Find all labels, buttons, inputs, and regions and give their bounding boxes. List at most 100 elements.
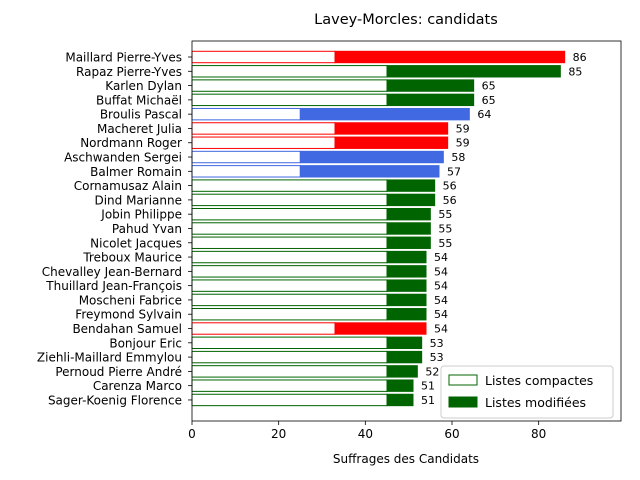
bar-compactes — [191, 236, 388, 249]
bar-modifiees — [386, 79, 475, 92]
bar-value-label: 55 — [438, 222, 452, 235]
bar-modifiees — [386, 250, 427, 264]
bar-value-label: 53 — [430, 351, 444, 364]
bar-value-label: 56 — [443, 180, 457, 193]
bar-modifiees — [386, 336, 423, 350]
y-tick-label: Chevalley Jean-Bernard — [42, 265, 182, 279]
x-tick-label: 0 — [188, 427, 196, 441]
y-tick-label: Thuillard Jean-François — [45, 279, 182, 293]
bar-value-label: 55 — [438, 208, 452, 221]
bar-value-label: 51 — [421, 380, 435, 393]
bar-compactes — [191, 365, 388, 378]
bar-value-label: 54 — [434, 308, 448, 321]
plot-area: 86 Maillard Pierre-Yves 85 Rapaz Pierre-Yve… — [37, 40, 622, 441]
bar-value-label: 59 — [456, 122, 470, 135]
bar-compactes — [191, 93, 388, 107]
y-tick-label: Macheret Julia — [97, 122, 182, 136]
bar-compactes — [191, 165, 301, 178]
x-axis-label: Suffrages des Candidats — [333, 452, 479, 466]
bar-modifiees — [386, 207, 431, 221]
bar-modifiees — [334, 122, 449, 135]
y-tick-label: Cornamusaz Alain — [74, 179, 182, 193]
bar-modifiees — [299, 107, 470, 121]
bar-value-label: 52 — [425, 365, 439, 378]
bar-modifiees — [386, 65, 561, 78]
y-tick-label: Buffat Michaël — [96, 93, 182, 107]
bar-compactes — [191, 250, 388, 264]
bar-compactes — [191, 179, 388, 192]
bar-value-label: 58 — [451, 151, 465, 164]
y-tick-label: Ziehli-Maillard Emmylou — [37, 351, 182, 365]
bar-value-label: 56 — [443, 194, 457, 207]
bar-value-label: 86 — [573, 51, 587, 64]
y-tick-label: Pernoud Pierre André — [55, 365, 182, 379]
x-tick-label: 80 — [531, 427, 546, 441]
legend-swatch-compactes — [448, 374, 478, 386]
bar-modifiees — [386, 179, 436, 192]
bar-modifiees — [386, 279, 427, 292]
bar-value-label: 54 — [434, 251, 448, 264]
bar-modifiees — [386, 308, 427, 321]
bar-modifiees — [334, 50, 566, 64]
plot-frame — [191, 40, 622, 422]
bar-modifiees — [386, 365, 418, 378]
bar-modifiees — [386, 193, 436, 207]
bar-value-label: 65 — [482, 80, 496, 93]
bar-modifiees — [386, 379, 414, 392]
legend-frame — [440, 365, 614, 419]
y-tick-label: Sager-Koenig Florence — [48, 393, 182, 407]
bar-modifiees — [386, 350, 423, 364]
bar-value-label: 85 — [568, 65, 582, 78]
x-tick-label: 20 — [271, 427, 286, 441]
bar-value-label: 54 — [434, 280, 448, 293]
bar-compactes — [191, 279, 388, 292]
y-tick-label: Freymond Sylvain — [75, 308, 182, 322]
bar-modifiees — [334, 322, 427, 335]
y-tick-label: Dind Marianne — [94, 193, 182, 207]
bar-compactes — [191, 336, 388, 350]
legend-swatch-modifiees — [448, 396, 478, 408]
y-tick-label: Treboux Maurice — [82, 251, 182, 265]
y-tick-label: Aschwanden Sergei — [64, 151, 182, 165]
y-tick-label: Bendahan Samuel — [72, 322, 182, 336]
y-tick-label: Pahud Yvan — [112, 222, 182, 236]
bar-modifiees — [386, 222, 431, 235]
y-tick-label: Nordmann Roger — [80, 136, 182, 150]
bar-value-label: 65 — [482, 94, 496, 107]
bar-modifiees — [299, 150, 444, 164]
bar-modifiees — [386, 293, 427, 307]
bar-value-label: 64 — [477, 108, 491, 121]
bar-value-label: 55 — [438, 237, 452, 250]
x-tick-label: 60 — [444, 427, 459, 441]
bar-modifiees — [386, 265, 427, 278]
y-tick-label: Moscheni Fabrice — [79, 293, 182, 307]
bar-value-label: 54 — [434, 265, 448, 278]
bar-compactes — [191, 322, 336, 335]
bar-compactes — [191, 207, 388, 221]
bar-value-label: 57 — [447, 165, 461, 178]
bar-compactes — [191, 122, 336, 135]
y-tick-label: Nicolet Jacques — [90, 236, 182, 250]
bar-compactes — [191, 150, 301, 164]
y-tick-label: Rapaz Pierre-Yves — [76, 65, 182, 79]
legend-label-modifiees: Listes modifiées — [485, 395, 586, 410]
chart-title: Lavey-Morcles: candidats — [314, 12, 498, 28]
bar-modifiees — [299, 165, 440, 178]
bar-compactes — [191, 308, 388, 321]
y-tick-label: Jobin Philippe — [100, 208, 182, 222]
bar-compactes — [191, 193, 388, 207]
legend: Listes compactes Listes modifiées — [440, 365, 614, 419]
bar-compactes — [191, 222, 388, 235]
bar-modifiees — [386, 236, 431, 249]
bar-compactes — [191, 65, 388, 78]
y-tick-label: Broulis Pascal — [100, 108, 182, 122]
bar-modifiees — [386, 93, 475, 107]
bar-modifiees — [334, 136, 449, 149]
bar-compactes — [191, 107, 301, 121]
bar-value-label: 59 — [456, 137, 470, 150]
bar-value-label: 51 — [421, 394, 435, 407]
bar-value-label: 54 — [434, 294, 448, 307]
bar-compactes — [191, 265, 388, 278]
y-tick-label: Karlen Dylan — [105, 79, 182, 93]
